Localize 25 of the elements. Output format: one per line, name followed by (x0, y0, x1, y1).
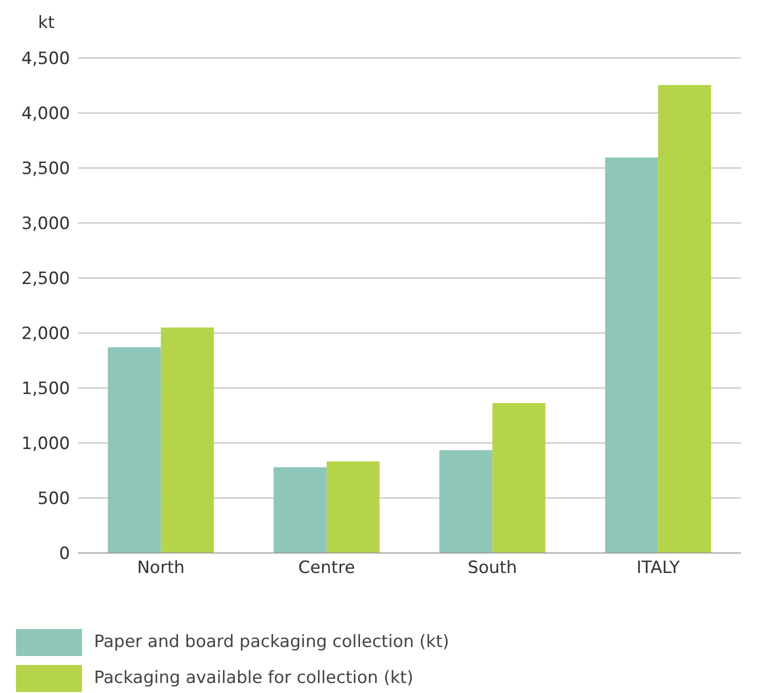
bar (658, 85, 712, 553)
y-tick-label: 4,000 (21, 104, 70, 124)
legend-label: Paper and board packaging collection (kt) (94, 632, 450, 652)
y-tick-label: 2,500 (21, 269, 70, 290)
bar (108, 347, 161, 553)
x-tick-label: North (137, 558, 185, 578)
legend-label: Packaging available for collection (kt) (94, 668, 414, 688)
bar (326, 461, 380, 553)
x-tick-label: Centre (298, 558, 356, 578)
bar (492, 402, 546, 553)
bar (160, 328, 214, 553)
y-tick-label: 500 (38, 489, 70, 510)
bar (605, 157, 658, 553)
bar (439, 450, 492, 553)
y-tick-label: 1,000 (21, 434, 70, 454)
y-tick-label: 3,000 (21, 214, 70, 234)
y-axis-title: kt (38, 12, 56, 35)
y-tick-label: 3,500 (21, 159, 70, 180)
y-tick-label: 4,500 (21, 49, 70, 70)
y-tick-label: 1,500 (21, 379, 70, 400)
y-tick-label: 2,000 (21, 324, 70, 344)
x-tick-label: South (468, 558, 518, 578)
x-tick-label: ITALY (636, 558, 680, 578)
bar (274, 467, 327, 553)
y-tick-label: 0 (59, 544, 70, 564)
